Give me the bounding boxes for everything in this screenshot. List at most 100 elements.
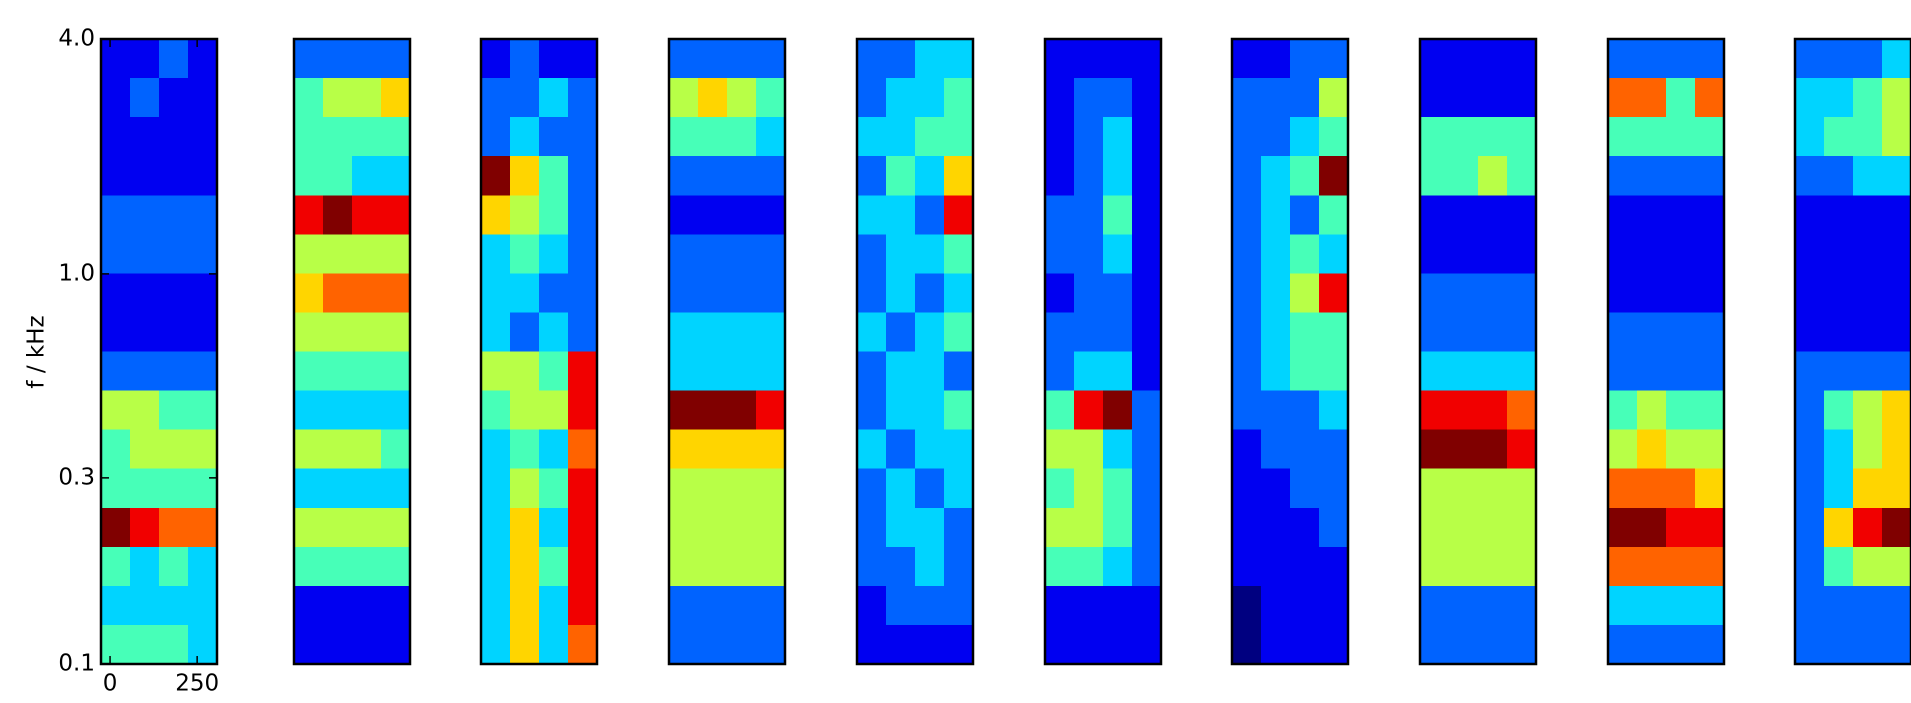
heatmap-cell [669, 39, 699, 79]
heatmap-cell [1695, 39, 1725, 79]
heatmap-cell [1132, 312, 1162, 352]
heatmap-cell [1449, 585, 1479, 626]
heatmap-cell [1103, 585, 1133, 626]
heatmap-cell [188, 546, 218, 587]
heatmap-cell [886, 234, 916, 274]
heatmap-cell [352, 273, 382, 313]
heatmap-cell [727, 624, 757, 665]
heatmap-cell [1507, 624, 1537, 665]
heatmap-cell [568, 546, 598, 587]
heatmap-cell [101, 351, 131, 392]
heatmap-cell [1290, 624, 1320, 665]
heatmap-cell [1608, 117, 1638, 157]
heatmap-cell [188, 312, 218, 352]
heatmap-cell [1232, 117, 1262, 157]
panel-frame [1418, 37, 1538, 666]
heatmap-cell [323, 390, 353, 431]
heatmap-cell [857, 234, 887, 274]
heatmap-cell [323, 117, 353, 157]
heatmap-cell [756, 390, 786, 431]
heatmap-cell [1637, 39, 1667, 79]
heatmap-cell [698, 351, 728, 392]
heatmap-cell [323, 78, 353, 118]
heatmap-cell [1103, 78, 1133, 118]
heatmap-cell [857, 273, 887, 313]
heatmap-cell [381, 195, 411, 235]
heatmap-cell [727, 351, 757, 392]
heatmap-cell [698, 585, 728, 626]
heatmap-cell [886, 39, 916, 79]
heatmap-cell [1853, 585, 1883, 626]
heatmap-cell [568, 117, 598, 157]
heatmap-cell [1637, 234, 1667, 274]
heatmap-cell [188, 429, 218, 470]
heatmap-cell [727, 507, 757, 548]
heatmap-cell [915, 156, 945, 196]
heatmap-cell [352, 195, 382, 235]
heatmap-cell [1420, 312, 1450, 352]
heatmap-cell [1290, 429, 1320, 470]
heatmap-cell [1045, 195, 1075, 235]
heatmap-cell [510, 390, 540, 431]
heatmap-cell [1695, 468, 1725, 509]
heatmap-cell [1132, 390, 1162, 431]
heatmap-cell [1290, 390, 1320, 431]
heatmap-cell [1478, 312, 1508, 352]
heatmap-cell [1319, 39, 1349, 79]
heatmap-cell [1319, 351, 1349, 392]
heatmap-cell [352, 507, 382, 548]
heatmap-cell [1449, 78, 1479, 118]
heatmap-cell [1132, 156, 1162, 196]
heatmap-cell [510, 351, 540, 392]
heatmap-cell [1608, 156, 1638, 196]
heatmap-cell [323, 273, 353, 313]
heatmap-cell [1074, 78, 1104, 118]
heatmap-cell [1103, 156, 1133, 196]
heatmap-cell [381, 39, 411, 79]
heatmap-cell [886, 429, 916, 470]
panel-frame [479, 37, 599, 666]
heatmap-cell [1232, 195, 1262, 235]
heatmap-cell [130, 273, 160, 313]
heatmap-cell [1695, 312, 1725, 352]
heatmap-cell [130, 624, 160, 665]
heatmap-cell [1232, 507, 1262, 548]
heatmap-cell [1449, 507, 1479, 548]
y-tick-label: 1.0 [58, 260, 95, 286]
heatmap-cell [1261, 312, 1291, 352]
heatmap-cell [1795, 546, 1825, 587]
heatmap-cell [568, 312, 598, 352]
heatmap-cell [1882, 195, 1911, 235]
heatmap-cell [188, 273, 218, 313]
heatmap-cell [1608, 468, 1638, 509]
heatmap-cell [1420, 78, 1450, 118]
heatmap-cell [1507, 117, 1537, 157]
heatmap-cell [352, 39, 382, 79]
heatmap-cell [130, 234, 160, 274]
heatmap-cell [1290, 585, 1320, 626]
heatmap-cell [727, 117, 757, 157]
heatmap-cell [1045, 78, 1075, 118]
heatmap-cell [159, 234, 189, 274]
heatmap-cell [1232, 156, 1262, 196]
heatmap-cell [510, 273, 540, 313]
heatmap-cell [1045, 546, 1075, 587]
heatmap-cell [294, 39, 324, 79]
heatmap-cell [352, 234, 382, 274]
heatmap-cell [539, 273, 569, 313]
heatmap-cell [886, 156, 916, 196]
heatmap-cell [130, 195, 160, 235]
heatmap-cell [481, 507, 511, 548]
heatmap-cell [1637, 624, 1667, 665]
heatmap-cell [1319, 273, 1349, 313]
heatmap-cell [510, 624, 540, 665]
heatmap-cell [1608, 312, 1638, 352]
heatmap-cell [1695, 156, 1725, 196]
heatmap-cell [1637, 507, 1667, 548]
heatmap-cell [510, 234, 540, 274]
heatmap-cell [1853, 390, 1883, 431]
heatmap-cell [1449, 624, 1479, 665]
heatmap-cell [886, 78, 916, 118]
heatmap-cell [1045, 429, 1075, 470]
